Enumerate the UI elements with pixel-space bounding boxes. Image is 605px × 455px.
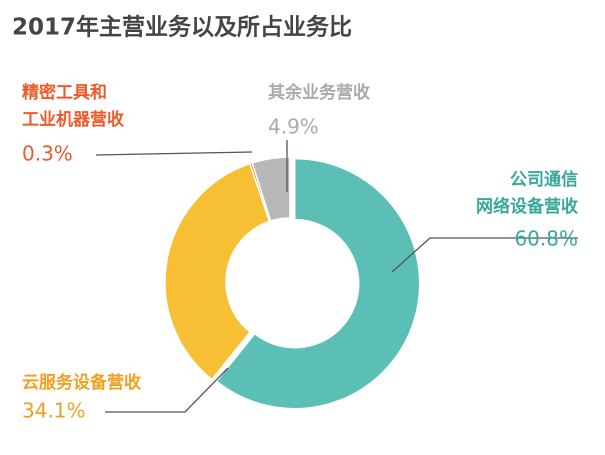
leader-line [105,367,229,413]
value-label: 0.3% [22,142,73,166]
slice-label: 公司通信网络设备营收 [476,169,578,217]
slice-label: 云服务设备营收 [22,372,141,393]
donut-slice [215,157,421,410]
value-label: 34.1% [22,399,86,423]
chart-title: 2017年主营业务以及所占业务比 [12,14,352,41]
slice-label: 精密工具和工业机器营收 [22,82,124,130]
donut-slice [164,162,271,381]
value-label: 4.9% [268,115,319,139]
leader-line [95,151,253,156]
value-label: 60.8% [514,227,578,251]
leader-line [391,237,578,273]
donut-slice [251,156,291,222]
slice-label: 其余业务营收 [268,82,370,103]
